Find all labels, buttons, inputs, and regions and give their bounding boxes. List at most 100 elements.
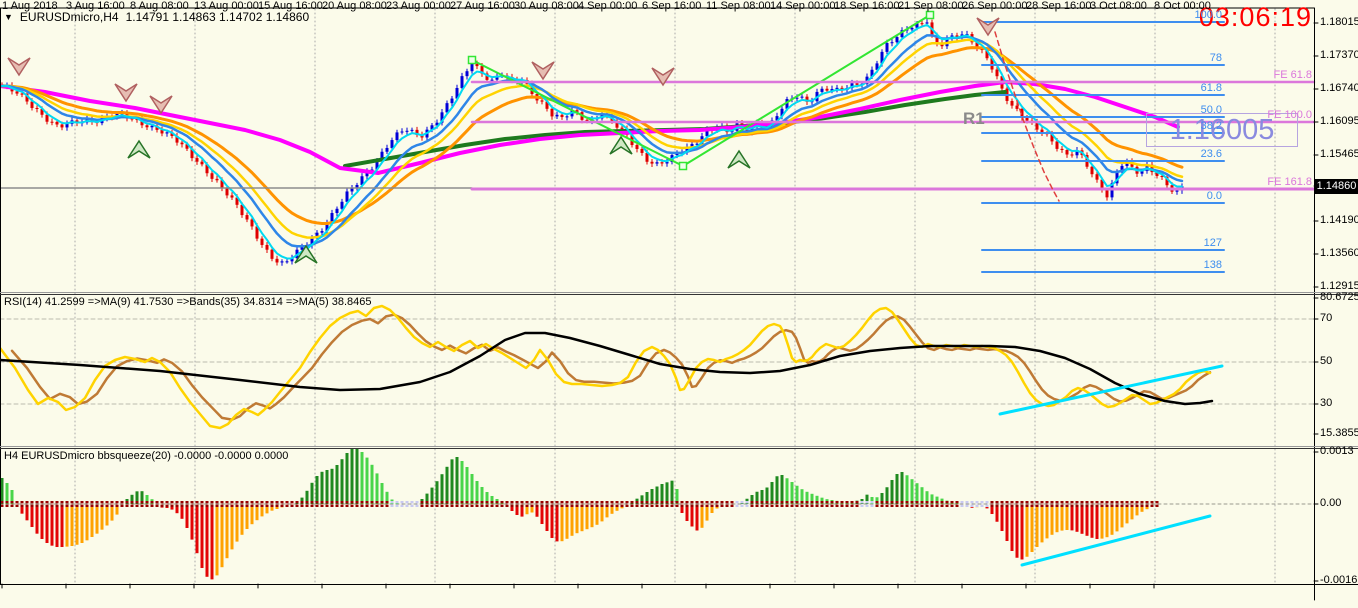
candle-body [345,191,349,202]
squeeze-dot [760,504,764,507]
squeeze-dot [735,501,739,504]
candle-body [480,66,484,74]
squeeze-histogram-bar [135,491,139,504]
squeeze-dot [140,504,144,507]
squeeze-histogram-bar [375,473,379,504]
squeeze-dot [945,501,949,504]
squeeze-dot [410,501,414,504]
squeeze-dot [420,501,424,504]
candle-body [355,184,359,189]
squeeze-cyan-trendline [1020,514,1212,567]
candle-body [25,93,29,102]
candle-body [850,83,854,89]
sell-arrow-icon [114,83,138,103]
squeeze-dot [1050,504,1054,507]
candle-body [660,162,664,164]
squeeze-dot [625,504,629,507]
candle-body [920,23,924,25]
squeeze-dot [65,504,69,507]
squeeze-dot [805,504,809,507]
squeeze-histogram-bar [870,497,874,504]
squeeze-dot [75,504,79,507]
squeeze-dot [930,501,934,504]
squeeze-histogram-bar [305,490,309,504]
squeeze-dot [80,501,84,504]
squeeze-dot [1095,504,1099,507]
squeeze-dot [1000,501,1004,504]
squeeze-dot [495,504,499,507]
sell-arrow-icon [651,67,675,87]
candle-body [130,118,134,120]
squeeze-dot [905,504,909,507]
candle-body [260,238,264,245]
squeeze-histogram-bar [90,505,94,537]
squeeze-histogram-bar [130,494,134,504]
candle-body [390,140,394,148]
squeeze-dot [395,504,399,507]
candle-body [55,121,59,125]
squeeze-dot [170,501,174,504]
squeeze-histogram-bar [655,486,659,504]
squeeze-histogram-bar [535,505,539,517]
squeeze-dot [810,504,814,507]
squeeze-dot [175,504,179,507]
squeeze-dot [1090,501,1094,504]
squeeze-histogram-bar [445,466,449,504]
squeeze-histogram-bar [435,481,439,504]
squeeze-dot [745,504,749,507]
squeeze-dot [980,504,984,507]
squeeze-dot [800,501,804,504]
squeeze-dot [1135,501,1139,504]
squeeze-dot [545,501,549,504]
squeeze-dot [320,501,324,504]
squeeze-histogram-bar [255,505,259,521]
squeeze-dot [1105,501,1109,504]
squeeze-dot [825,501,829,504]
squeeze-histogram-bar [550,505,554,538]
candle-body [35,107,39,110]
candle-body [820,88,824,92]
candle-body [555,114,559,117]
squeeze-dot [470,501,474,504]
candle-body [655,162,659,164]
candle-body [1125,161,1129,166]
candle-body [925,22,929,24]
squeeze-dot [890,501,894,504]
squeeze-dot [655,504,659,507]
squeeze-dot [605,504,609,507]
squeeze-histogram-bar [200,505,204,568]
squeeze-dot [640,501,644,504]
squeeze-dot [745,501,749,504]
squeeze-dot [975,501,979,504]
squeeze-dot [805,501,809,504]
candle-body [455,87,459,99]
squeeze-dot [590,501,594,504]
squeeze-histogram-bar [205,505,209,577]
candle-body [645,152,649,162]
candle-body [615,120,619,128]
squeeze-dot [665,504,669,507]
squeeze-dot [395,501,399,504]
squeeze-histogram-bar [350,448,354,504]
squeeze-histogram-bar [510,505,514,511]
squeeze-dot [270,504,274,507]
squeeze-dot [0,504,4,507]
squeeze-histogram-bar [530,505,534,513]
squeeze-dot [1120,504,1124,507]
squeeze-dot [405,504,409,507]
squeeze-dot [480,501,484,504]
candle-body [870,69,874,77]
squeeze-dot [100,501,104,504]
candle-body [460,76,464,88]
squeeze-dot [195,504,199,507]
squeeze-dot [205,501,209,504]
squeeze-dot [925,501,929,504]
squeeze-dot [700,504,704,507]
squeeze-dot [600,504,604,507]
squeeze-dot [680,504,684,507]
squeeze-dot [370,501,374,504]
squeeze-dot [165,501,169,504]
squeeze-histogram-bar [1045,505,1049,539]
